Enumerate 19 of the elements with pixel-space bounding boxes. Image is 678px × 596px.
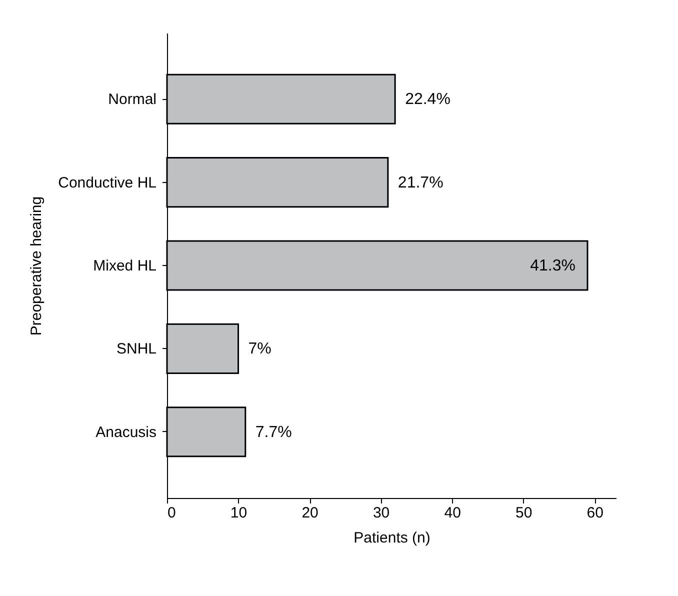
y-axis-title: Preoperative hearing [28, 196, 46, 336]
x-axis-title: Patients (n) [354, 530, 430, 546]
x-tick-label: 60 [586, 504, 604, 522]
y-tick-label: Conductive HL [58, 174, 156, 192]
y-tick-label: Normal [108, 91, 156, 108]
x-tick-label: 10 [230, 504, 248, 522]
annotation: 41.3% [530, 258, 576, 274]
y-tick-label: SNHL [116, 340, 156, 358]
annotation: 7.7% [255, 424, 292, 441]
x-tick-label: 50 [516, 504, 532, 522]
x-tick-label: 0 [168, 504, 176, 522]
x-tick-label: 40 [444, 504, 461, 522]
y-tick-label: Mixed HL [93, 258, 156, 274]
annotation: 21.7% [398, 174, 444, 192]
annotation: 22.4% [405, 91, 450, 108]
annotation: 7% [248, 340, 272, 358]
x-tick-label: 30 [372, 504, 390, 522]
x-tick-label: 20 [302, 504, 318, 522]
y-tick-label: Anacusis [96, 424, 156, 441]
